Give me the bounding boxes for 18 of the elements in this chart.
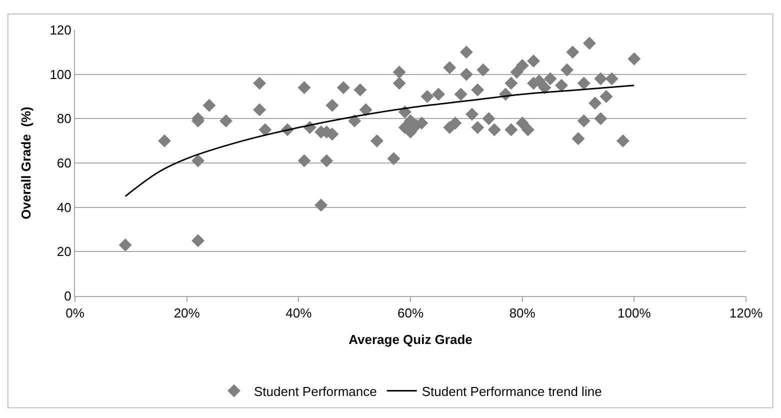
x-tick-label: 80% bbox=[509, 306, 536, 321]
x-tick-label: 20% bbox=[174, 306, 200, 321]
x-tick-label: 120% bbox=[729, 306, 764, 321]
x-tick-label: 0% bbox=[66, 306, 85, 321]
y-tick-label: 40 bbox=[56, 200, 72, 215]
y-tick-label: 20 bbox=[56, 244, 72, 260]
x-tick-label: 40% bbox=[286, 306, 312, 321]
y-tick-label: 120 bbox=[50, 22, 72, 38]
y-tick-label: 0 bbox=[64, 288, 72, 304]
y-tick-label: 100 bbox=[50, 66, 72, 82]
legend-label: Student Performance trend line bbox=[422, 384, 602, 399]
y-axis-title: Overall Grade (%) bbox=[18, 106, 34, 220]
x-tick-label: 60% bbox=[397, 306, 424, 321]
legend-label: Student Performance bbox=[254, 384, 377, 399]
y-tick-label: 80 bbox=[56, 111, 72, 126]
y-tick-label: 60 bbox=[56, 156, 72, 171]
x-axis-title: Average Quiz Grade bbox=[348, 332, 472, 348]
x-tick-label: 100% bbox=[618, 306, 652, 321]
